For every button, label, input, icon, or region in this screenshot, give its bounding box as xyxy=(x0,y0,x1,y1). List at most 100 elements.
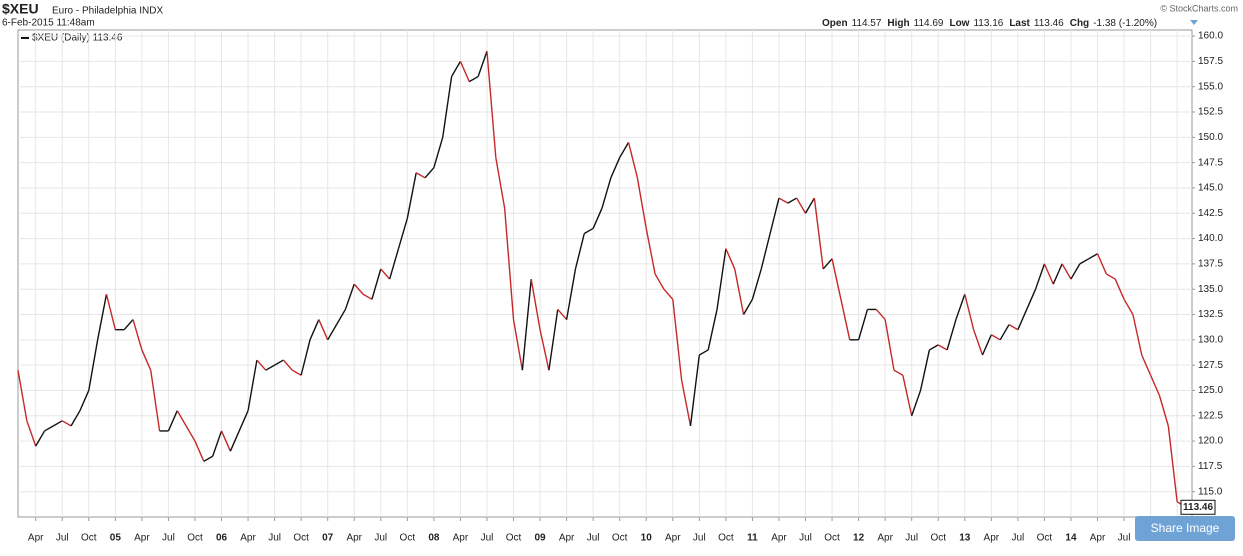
price-segment xyxy=(88,339,99,391)
price-segment xyxy=(955,294,966,320)
price-segment xyxy=(512,319,524,371)
price-segment xyxy=(902,375,913,416)
y-tick-label: 122.5 xyxy=(1198,410,1223,421)
price-segment xyxy=(282,359,293,371)
x-tick-label: Oct xyxy=(187,533,203,544)
price-segment xyxy=(680,380,692,427)
price-segment xyxy=(1079,258,1090,265)
price-segment xyxy=(397,218,409,249)
price-segment xyxy=(185,425,196,442)
x-tick-label: Oct xyxy=(930,533,946,544)
quote-label: High xyxy=(887,18,909,29)
price-segment xyxy=(1043,263,1054,285)
x-tick-label: Apr xyxy=(1090,533,1106,544)
price-segment xyxy=(1167,425,1178,502)
price-segment xyxy=(813,197,824,270)
price-segment xyxy=(265,364,275,371)
price-segment xyxy=(929,344,939,351)
x-tick-label: Oct xyxy=(612,533,628,544)
symbol: $XEU xyxy=(2,1,39,17)
price-segment xyxy=(291,369,302,376)
y-tick-label: 150.0 xyxy=(1198,132,1223,143)
price-segment xyxy=(424,167,435,179)
price-segment xyxy=(300,339,311,376)
x-tick-label: Oct xyxy=(1037,533,1053,544)
x-tick-label: Jul xyxy=(268,533,281,544)
price-segment xyxy=(274,359,284,366)
price-segment xyxy=(1096,253,1108,275)
price-segment xyxy=(840,299,851,340)
quote-label: Low xyxy=(949,18,969,29)
quote-bar: Open 114.57 High 114.69 Low 113.16 Last 113.46 C… xyxy=(822,18,1157,29)
quote-value: 113.16 xyxy=(973,18,1003,29)
y-tick-label: 117.5 xyxy=(1198,461,1223,472)
share-image-button[interactable]: Share Image xyxy=(1135,516,1235,541)
price-segment xyxy=(769,197,780,234)
y-tick-label: 145.0 xyxy=(1198,183,1223,194)
price-segment xyxy=(150,370,161,432)
x-tick-label: Jul xyxy=(1011,533,1024,544)
y-tick-label: 157.5 xyxy=(1198,56,1223,67)
x-tick-label: 10 xyxy=(641,533,653,544)
price-segment xyxy=(442,76,453,138)
price-segment xyxy=(1158,395,1169,427)
price-segment xyxy=(1141,354,1152,376)
price-segment xyxy=(247,359,258,411)
x-tick-label: 05 xyxy=(110,533,122,544)
x-tick-label: Apr xyxy=(877,533,893,544)
price-segment xyxy=(760,233,771,270)
price-segment xyxy=(26,420,37,447)
x-tick-label: Jul xyxy=(162,533,175,544)
price-segment xyxy=(433,137,444,168)
price-segment xyxy=(857,309,869,341)
quote-label: Open xyxy=(822,18,848,29)
price-segment xyxy=(796,197,807,214)
dropdown-icon[interactable] xyxy=(1190,20,1198,25)
price-segment xyxy=(707,309,718,351)
price-segment xyxy=(238,410,249,432)
plot-frame xyxy=(17,29,1193,518)
price-segment xyxy=(450,61,462,77)
x-tick-label: Apr xyxy=(559,533,575,544)
y-tick-label: 125.0 xyxy=(1198,385,1223,396)
price-segment xyxy=(698,349,709,356)
price-segment xyxy=(557,308,568,321)
price-segment xyxy=(35,430,46,447)
legend-label: $XEU (Daily) 113.46 xyxy=(32,33,123,44)
price-segment xyxy=(787,197,798,204)
y-tick-label: 140.0 xyxy=(1198,233,1223,244)
price-segment xyxy=(132,319,143,351)
y-tick-label: 142.5 xyxy=(1198,208,1223,219)
price-segment xyxy=(17,370,28,421)
price-segment xyxy=(654,273,665,290)
price-segment xyxy=(1088,253,1098,260)
price-segment xyxy=(981,334,992,356)
price-segment xyxy=(70,410,81,427)
price-segment xyxy=(601,177,612,209)
price-segment xyxy=(141,349,152,371)
security-name: Euro - Philadelphia INDX xyxy=(52,6,163,17)
quote-value: 114.57 xyxy=(852,18,882,29)
price-segment xyxy=(53,420,63,427)
price-segment xyxy=(574,233,585,270)
price-segment xyxy=(362,293,373,300)
price-segment xyxy=(503,208,515,320)
price-segment xyxy=(406,172,417,219)
quote-label: Last xyxy=(1009,18,1030,29)
y-tick-label: 132.5 xyxy=(1198,309,1223,320)
x-tick-label: Apr xyxy=(984,533,1000,544)
price-segment xyxy=(911,390,922,416)
y-tick-label: 115.0 xyxy=(1198,486,1223,497)
price-segment xyxy=(1106,273,1116,280)
price-segment xyxy=(415,172,426,179)
price-segment xyxy=(194,440,205,462)
price-segment xyxy=(689,354,701,426)
price-segment xyxy=(937,344,948,351)
price-segment xyxy=(592,207,603,229)
price-segment xyxy=(495,157,506,209)
price-segment xyxy=(1149,374,1161,396)
price-segment xyxy=(477,51,488,77)
price-segment xyxy=(565,268,577,320)
quote-value: 113.46 xyxy=(1034,18,1064,29)
